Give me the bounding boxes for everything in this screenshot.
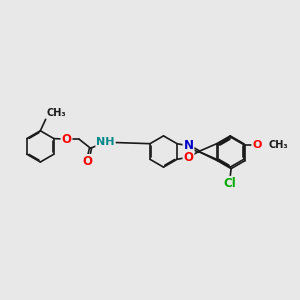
Text: CH₃: CH₃: [47, 107, 67, 118]
Text: CH₃: CH₃: [269, 140, 288, 150]
Text: O: O: [184, 151, 194, 164]
Text: O: O: [82, 155, 92, 168]
Text: Cl: Cl: [223, 177, 236, 190]
Text: N: N: [184, 139, 194, 152]
Text: O: O: [252, 140, 262, 150]
Text: NH: NH: [96, 137, 115, 147]
Text: O: O: [61, 133, 71, 146]
